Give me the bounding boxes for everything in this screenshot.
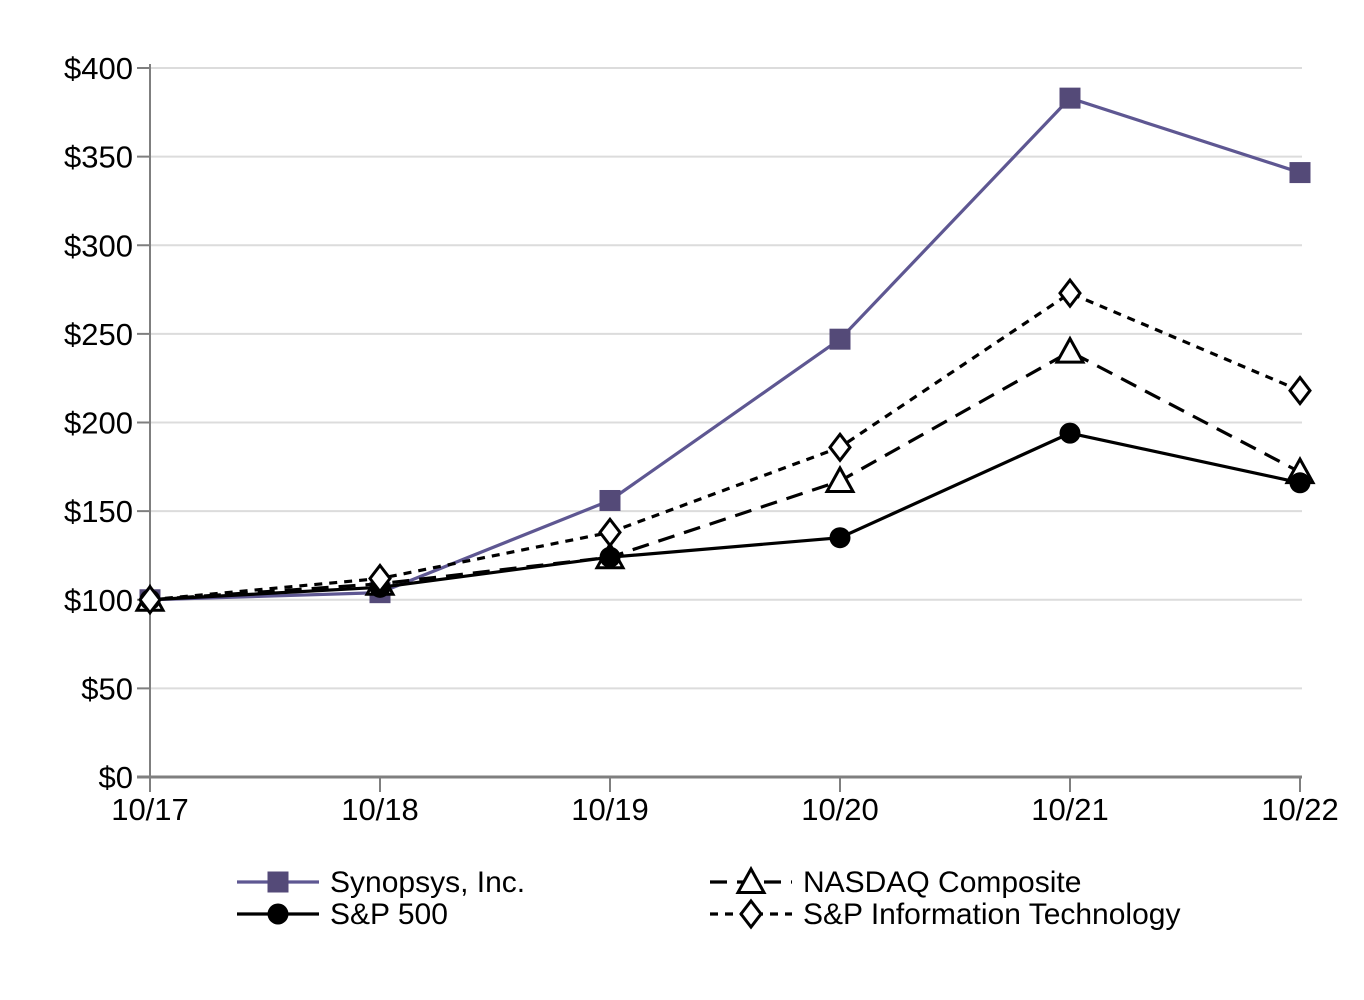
- series-line: [149, 431, 1301, 602]
- x-tick-label: 10/17: [111, 792, 189, 827]
- legend-label: S&P 500: [330, 898, 448, 931]
- square-marker: [829, 328, 851, 350]
- triangle-marker: [824, 464, 856, 493]
- gridlines: [150, 67, 1302, 690]
- series-line: [149, 349, 1301, 602]
- y-tick-label: $150: [64, 494, 133, 529]
- diamond-marker: [739, 898, 763, 930]
- legend-label: S&P Information Technology: [803, 898, 1180, 931]
- y-tick-label: $250: [64, 317, 133, 352]
- y-tick-label: $50: [81, 671, 133, 706]
- legend-label: NASDAQ Composite: [803, 866, 1081, 899]
- x-tick-label: 10/19: [571, 792, 649, 827]
- diamond-marker: [368, 563, 392, 594]
- x-tick-label: 10/20: [801, 792, 879, 827]
- y-tick-label: $100: [64, 583, 133, 618]
- legend-item: S&P Information Technology: [710, 898, 1180, 931]
- diamond-marker: [828, 431, 852, 463]
- triangle-marker: [1054, 335, 1086, 364]
- square-marker: [267, 871, 289, 893]
- diamond-marker: [598, 516, 622, 548]
- series-s-p-500: [139, 422, 1311, 611]
- legend-item: Synopsys, Inc.: [237, 866, 525, 899]
- circle-marker: [1059, 422, 1081, 444]
- legend-item: S&P 500: [237, 898, 448, 931]
- data-series: [134, 87, 1316, 616]
- triangle-marker: [735, 865, 767, 894]
- axes: [137, 64, 1302, 792]
- y-tick-label: $300: [64, 228, 133, 263]
- circle-marker: [267, 903, 289, 925]
- diamond-marker: [1058, 277, 1082, 309]
- x-tick-label: 10/22: [1261, 792, 1339, 827]
- square-marker: [1289, 162, 1311, 184]
- circle-marker: [1289, 472, 1311, 494]
- legend: Synopsys, Inc.S&P 500 NASDAQ CompositeS&P…: [237, 865, 1180, 931]
- y-axis-tick-labels: $0 $50 $100 $150 $200 $250 $300 $350 $400: [64, 51, 133, 795]
- y-tick-label: $200: [64, 406, 133, 441]
- series-line: [149, 291, 1301, 602]
- series-synopsys-inc-: [139, 87, 1311, 611]
- y-tick-label: $0: [99, 760, 133, 795]
- square-marker: [599, 489, 621, 511]
- y-tick-label: $400: [64, 51, 133, 86]
- square-marker: [1059, 87, 1081, 109]
- circle-marker: [599, 546, 621, 568]
- legend-item: NASDAQ Composite: [710, 865, 1081, 899]
- series-nasdaq-composite: [134, 335, 1316, 612]
- x-tick-label: 10/21: [1031, 792, 1109, 827]
- series-s-p-information-technology: [138, 277, 1312, 616]
- diamond-marker: [138, 584, 162, 616]
- legend-label: Synopsys, Inc.: [330, 866, 525, 899]
- y-tick-label: $350: [64, 140, 133, 175]
- series-line: [149, 96, 1301, 602]
- diamond-marker: [1288, 375, 1312, 407]
- x-tick-label: 10/18: [341, 792, 419, 827]
- x-axis-tick-labels: 10/17 10/18 10/19 10/20 10/21 10/22: [111, 792, 1339, 827]
- circle-marker: [829, 527, 851, 549]
